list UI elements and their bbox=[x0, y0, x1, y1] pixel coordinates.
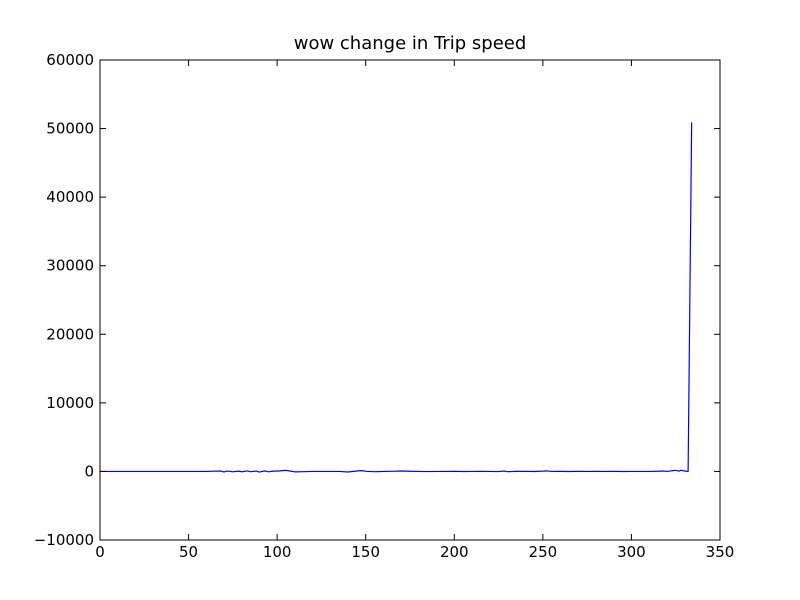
y-tick-label: 10000 bbox=[46, 394, 94, 412]
y-tick-label: 0 bbox=[84, 462, 94, 480]
plot-frame bbox=[99, 59, 721, 541]
plot-area bbox=[100, 122, 693, 473]
x-tick-label: 100 bbox=[263, 543, 292, 561]
series-line bbox=[100, 122, 693, 473]
y-tick-label: 20000 bbox=[46, 325, 94, 343]
y-tick-label: −10000 bbox=[34, 531, 94, 549]
chart-title: wow change in Trip speed bbox=[294, 33, 527, 54]
x-tick-label: 200 bbox=[440, 543, 469, 561]
x-tick-label: 50 bbox=[179, 543, 198, 561]
y-tick-label: 30000 bbox=[46, 257, 94, 275]
x-tick-label: 0 bbox=[95, 543, 105, 561]
y-tick-label: 50000 bbox=[46, 120, 94, 138]
tick-labels: 0 50 100 150 200 250 300 350−100000100002000030… bbox=[34, 51, 735, 561]
y-tick-label: 40000 bbox=[46, 188, 94, 206]
x-tick-label: 350 bbox=[706, 543, 735, 561]
x-tick-label: 250 bbox=[529, 543, 558, 561]
x-tick-label: 300 bbox=[617, 543, 646, 561]
x-tick-label: 150 bbox=[351, 543, 380, 561]
y-tick-label: 60000 bbox=[46, 51, 94, 69]
